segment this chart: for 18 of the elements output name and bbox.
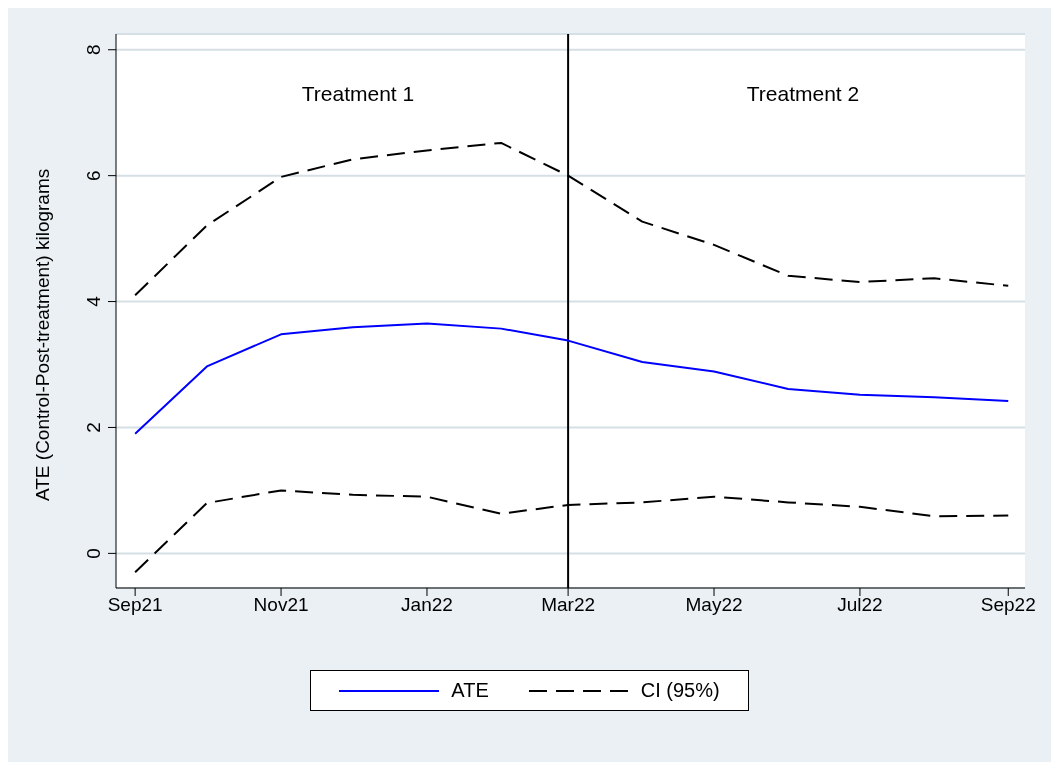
y-tick-label: 2 xyxy=(83,422,104,433)
line-series xyxy=(134,322,1010,435)
x-tick-label: May22 xyxy=(685,594,743,616)
x-tick-label: Sep21 xyxy=(107,594,163,616)
annotation: Treatment 2 xyxy=(746,82,860,106)
y-axis-title: ATE (Control-Post-treatment) kilograms xyxy=(31,168,53,501)
x-tick-label: Nov21 xyxy=(253,594,309,616)
legend-label: CI (95%) xyxy=(640,679,720,702)
legend-label: ATE xyxy=(451,679,489,702)
x-tick-label: Jan22 xyxy=(401,594,453,616)
x-tick-label: Sep22 xyxy=(980,594,1036,616)
y-tick-label: 6 xyxy=(83,170,104,181)
annotation: Treatment 1 xyxy=(301,82,415,106)
y-tick-label: 4 xyxy=(83,295,104,307)
y-tick-label: 8 xyxy=(83,44,104,56)
x-tick-label: Jul22 xyxy=(837,594,883,616)
x-tick-label: Mar22 xyxy=(541,594,596,616)
y-tick-label: 0 xyxy=(83,548,104,559)
